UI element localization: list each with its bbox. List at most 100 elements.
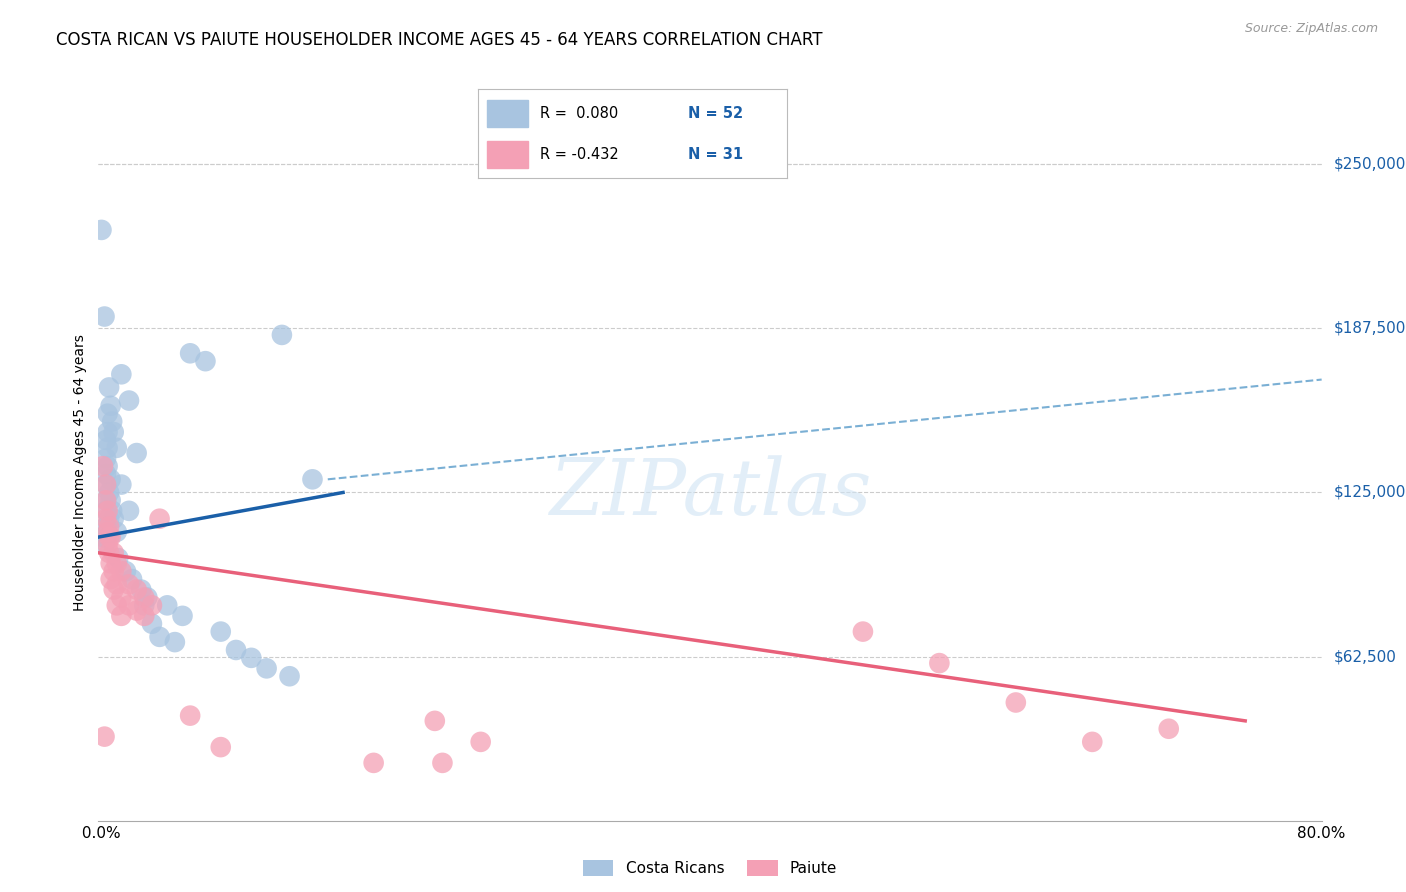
Text: $62,500: $62,500 — [1334, 649, 1396, 664]
Legend: Costa Ricans, Paiute: Costa Ricans, Paiute — [576, 855, 844, 882]
Point — [94, 451, 117, 466]
Point — [1004, 696, 1026, 710]
Point — [98, 380, 121, 394]
Point — [240, 651, 263, 665]
Point — [94, 519, 117, 533]
Point — [100, 399, 122, 413]
Point — [97, 538, 120, 552]
Point — [163, 635, 186, 649]
Point — [100, 530, 122, 544]
Point — [101, 415, 124, 429]
Text: R =  0.080: R = 0.080 — [540, 106, 619, 120]
Point — [115, 564, 138, 578]
Point — [110, 564, 132, 578]
Point — [256, 661, 278, 675]
Point — [1081, 735, 1104, 749]
Point — [149, 512, 172, 526]
Point — [103, 425, 125, 439]
Point — [134, 608, 156, 623]
Point — [97, 407, 120, 421]
Point — [94, 493, 117, 508]
Point — [98, 485, 121, 500]
Point — [209, 740, 232, 755]
Point — [118, 599, 141, 613]
Point — [90, 223, 112, 237]
Point — [852, 624, 875, 639]
Point — [105, 441, 128, 455]
Text: ZIPatlas: ZIPatlas — [548, 456, 872, 532]
Point — [141, 616, 163, 631]
Point — [110, 477, 132, 491]
Point — [134, 591, 156, 605]
Text: $187,500: $187,500 — [1334, 321, 1406, 336]
Point — [94, 433, 117, 447]
Point — [121, 572, 143, 586]
Point — [125, 446, 148, 460]
Point — [94, 467, 117, 481]
Point — [97, 504, 120, 518]
Text: N = 52: N = 52 — [689, 106, 744, 120]
Point — [134, 599, 156, 613]
Point — [101, 504, 124, 518]
Point — [100, 472, 122, 486]
Point — [91, 530, 114, 544]
Point — [1157, 722, 1180, 736]
Point — [103, 564, 125, 578]
Point — [363, 756, 385, 770]
Point — [103, 512, 125, 526]
Text: $125,000: $125,000 — [1334, 485, 1406, 500]
Point — [125, 604, 148, 618]
Point — [94, 530, 117, 544]
Point — [179, 708, 201, 723]
Point — [97, 459, 120, 474]
Point — [93, 730, 115, 744]
Point — [100, 557, 122, 571]
Point — [118, 393, 141, 408]
Point — [93, 538, 115, 552]
Point — [301, 472, 323, 486]
FancyBboxPatch shape — [488, 100, 527, 127]
Text: N = 31: N = 31 — [689, 147, 744, 161]
Point — [105, 599, 128, 613]
Point — [179, 346, 201, 360]
Point — [110, 591, 132, 605]
Point — [118, 577, 141, 591]
Point — [97, 524, 120, 539]
Point — [156, 599, 179, 613]
FancyBboxPatch shape — [488, 141, 527, 168]
Point — [98, 519, 121, 533]
Point — [97, 425, 120, 439]
Point — [149, 630, 172, 644]
Point — [125, 582, 148, 597]
Point — [105, 577, 128, 591]
Point — [270, 327, 294, 342]
Point — [97, 441, 120, 455]
Point — [105, 524, 128, 539]
Point — [470, 735, 492, 749]
Point — [94, 477, 117, 491]
Point — [928, 656, 950, 670]
Text: R = -0.432: R = -0.432 — [540, 147, 619, 161]
Point — [129, 582, 152, 597]
Point — [93, 310, 115, 324]
Text: Source: ZipAtlas.com: Source: ZipAtlas.com — [1244, 22, 1378, 36]
Point — [98, 530, 121, 544]
Point — [91, 459, 114, 474]
Y-axis label: Householder Income Ages 45 - 64 years: Householder Income Ages 45 - 64 years — [73, 334, 87, 611]
Point — [118, 504, 141, 518]
Point — [209, 624, 232, 639]
Point — [278, 669, 301, 683]
Point — [105, 557, 128, 571]
Point — [194, 354, 217, 368]
Point — [107, 551, 129, 566]
Point — [94, 504, 117, 518]
Point — [423, 714, 446, 728]
Point — [94, 512, 117, 526]
Point — [432, 756, 454, 770]
Point — [94, 477, 117, 491]
Point — [103, 546, 125, 560]
Point — [94, 493, 117, 508]
Text: COSTA RICAN VS PAIUTE HOUSEHOLDER INCOME AGES 45 - 64 YEARS CORRELATION CHART: COSTA RICAN VS PAIUTE HOUSEHOLDER INCOME… — [56, 31, 823, 49]
Point — [141, 599, 163, 613]
Point — [100, 493, 122, 508]
